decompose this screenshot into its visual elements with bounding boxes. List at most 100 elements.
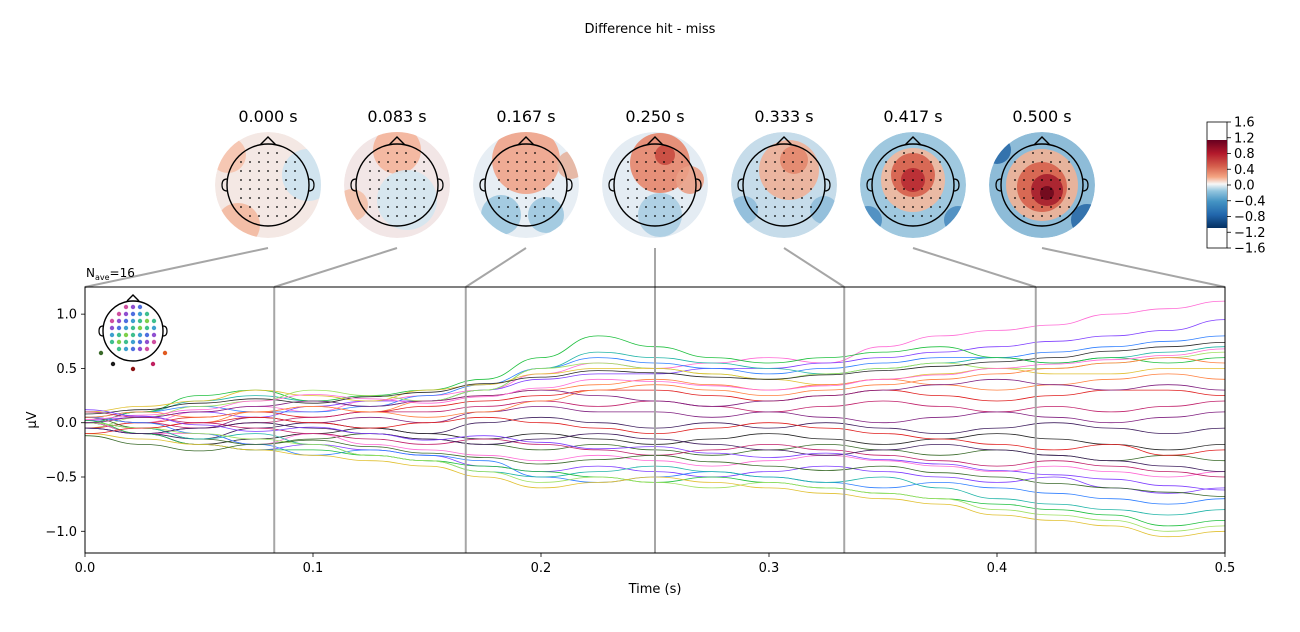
sensor-dot [525,206,527,208]
sensor-dot [1041,179,1043,181]
sensor-dot [507,188,509,190]
sensor-dot [534,161,536,163]
sensor-dot [903,179,905,181]
sensor-dot [903,161,905,163]
y-axis-label: µV [25,411,40,428]
sensor-dot [498,206,500,208]
head-outline [742,143,826,227]
nose-outline [646,136,664,146]
sensor-dot [783,152,785,154]
topomap-blob [528,197,564,233]
sensor-dot [636,161,638,163]
topomap-blob [373,132,421,174]
sensor-dot [654,188,656,190]
sensor-dot [396,161,398,163]
sensor-dot [885,197,887,199]
sensor-dot [387,206,389,208]
legend-sensor-dot [150,361,156,367]
y-tick-label: 1.0 [56,308,77,323]
sensor-dot [369,170,371,172]
sensor-dot [810,197,812,199]
sensor-dot [756,206,758,208]
sensor-dot [414,188,416,190]
sensor-dot [258,161,260,163]
sensor-dot [396,170,398,172]
head-outline [871,143,955,227]
sensor-layout-legend [98,294,168,372]
sensor-dot [369,179,371,181]
sensor-dot [1023,206,1025,208]
sensor-dot [645,152,647,154]
legend-sensor-dot [123,311,129,317]
legend-sensor-dot [110,361,116,367]
sensor-dot [267,188,269,190]
legend-sensor-dot [109,339,115,345]
sensor-dot [903,215,905,217]
topomap-time-label: 0.500 s [1012,107,1071,126]
sensor-dot [1032,179,1034,181]
sensor-dot [525,188,527,190]
sensor-dot [534,197,536,199]
sensor-dot [294,197,296,199]
sensor-dot [681,179,683,181]
sensor-dot [801,215,803,217]
nose-outline [775,136,793,146]
sensor-dot [498,179,500,181]
sensor-dot [627,170,629,172]
sensor-dot [405,170,407,172]
sensor-dot [672,215,674,217]
topomap-blob [638,193,682,237]
sensor-dot [903,197,905,199]
sensor-dot [912,197,914,199]
sensor-dot [378,170,380,172]
sensor-dot [258,170,260,172]
sensor-dot [507,179,509,181]
colorbar-tick-label: −0.8 [1234,210,1266,225]
sensor-dot [636,197,638,199]
sensor-dot [912,170,914,172]
sensor-dot [912,215,914,217]
legend-sensor-dot [116,325,122,331]
time-marker-lines [273,287,1037,553]
sensor-dot [516,206,518,208]
time-connectors [84,247,1226,288]
sensor-dot [405,152,407,154]
sensor-dot [912,206,914,208]
sensor-dot [507,215,509,217]
sensor-dot [525,179,527,181]
sensor-dot [369,197,371,199]
nave-label: Nave=16 [86,266,135,282]
legend-right-ear [162,325,168,337]
sensor-dot [1023,215,1025,217]
topomap: 0.250 s [602,107,708,238]
sensor-dot [681,188,683,190]
sensor-dot [912,188,914,190]
legend-sensor-dot [151,318,157,324]
sensor-dot [414,215,416,217]
sensor-dot [414,179,416,181]
sensor-dot [765,161,767,163]
sensor-dot [1014,206,1016,208]
sensor-dot [885,188,887,190]
sensor-dot [921,197,923,199]
series-line [85,367,1225,413]
sensor-dot [240,179,242,181]
legend-sensor-dot [98,350,104,356]
sensor-dot [396,188,398,190]
sensor-dot [792,161,794,163]
legend-sensor-dot [137,325,143,331]
sensor-dot [1014,161,1016,163]
sensor-dot [498,161,500,163]
legend-sensor-dot [130,318,136,324]
sensor-dot [765,215,767,217]
sensor-dot [885,179,887,181]
sensor-dot [1059,206,1061,208]
sensor-dot [903,188,905,190]
sensor-dot [792,188,794,190]
legend-sensor-dot [130,346,136,352]
sensor-dot [939,188,941,190]
sensor-dot [378,215,380,217]
sensor-dot [894,215,896,217]
sensor-dot [1032,188,1034,190]
sensor-dot [1068,197,1070,199]
